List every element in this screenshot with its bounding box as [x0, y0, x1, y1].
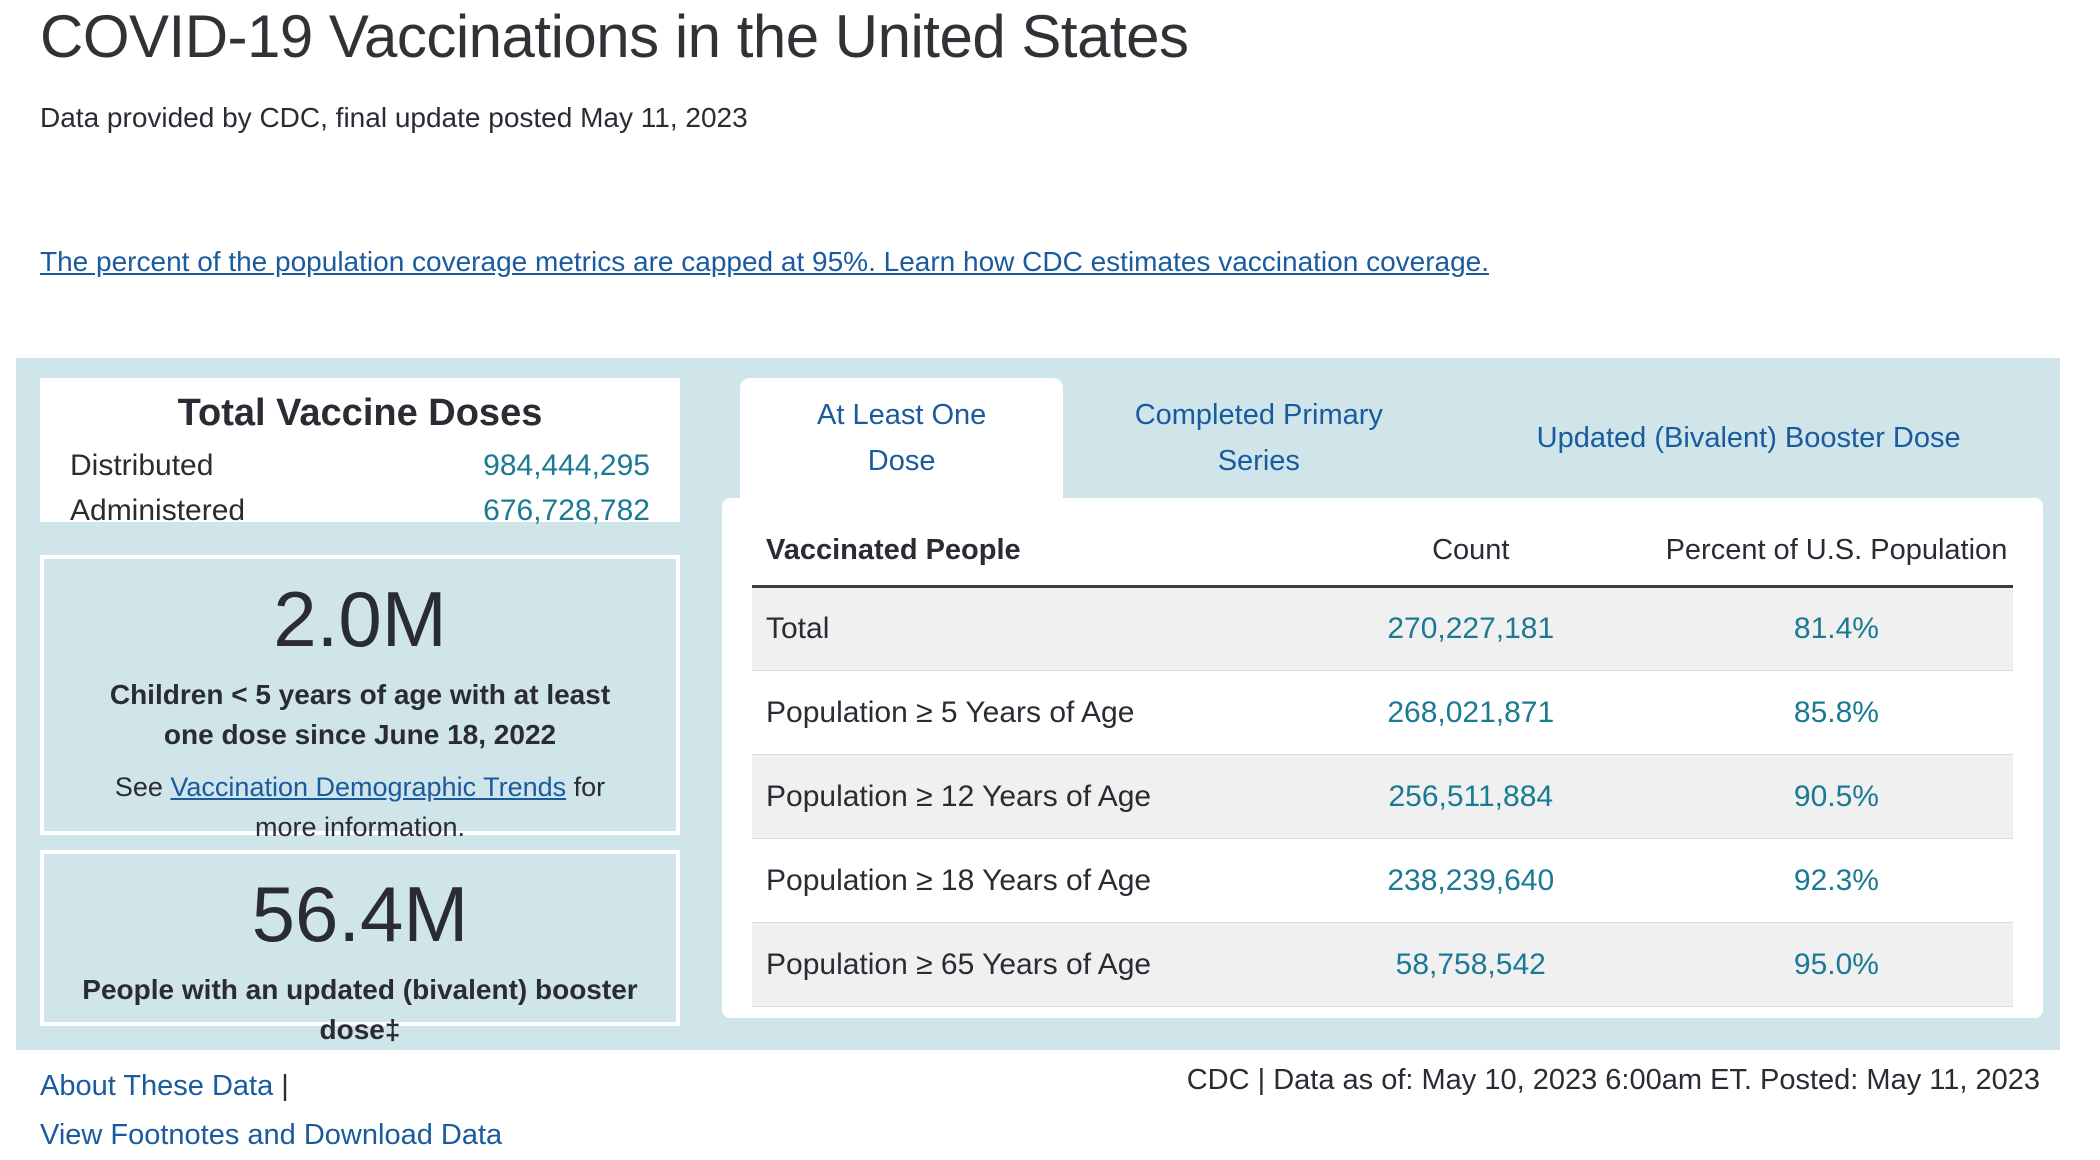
tab-completed-primary-series[interactable]: Completed Primary Series: [1134, 399, 1383, 477]
total-vaccine-doses-card: Total Vaccine Doses Distributed 984,444,…: [40, 378, 680, 527]
bivalent-booster-description: People with an updated (bivalent) booste…: [82, 974, 638, 1045]
coverage-cap-link[interactable]: The percent of the population coverage m…: [40, 246, 1490, 277]
children-doses-note: See Vaccination Demographic Trends for m…: [82, 767, 638, 847]
demographic-trends-link[interactable]: Vaccination Demographic Trends: [170, 772, 567, 802]
distributed-value: 984,444,295: [483, 449, 650, 482]
total-vaccine-doses-title: Total Vaccine Doses: [177, 392, 543, 434]
summary-left-column: Total Vaccine Doses Distributed 984,444,…: [40, 378, 680, 1050]
children-doses-stat-box: 2.0M Children < 5 years of age with at l…: [40, 555, 680, 842]
vaccinated-people-table: Vaccinated People Count Percent of U.S. …: [752, 522, 2013, 1007]
bivalent-booster-stat-box: 56.4M People with an updated (bivalent) …: [40, 850, 680, 1045]
table-row-5plus: Population ≥ 5 Years of Age 268,021,871 …: [752, 670, 2013, 755]
note-prefix: See: [114, 772, 171, 802]
table-row-18plus: Population ≥ 18 Years of Age 238,239,640…: [752, 838, 2013, 923]
data-provided-subtitle: Data provided by CDC, final update poste…: [40, 102, 748, 133]
dose-status-tabs: At Least One Dose Completed Primary Seri…: [722, 378, 2043, 498]
column-header-percent: Percent of U.S. Population: [1659, 522, 2013, 588]
page-title: COVID-19 Vaccinations in the United Stat…: [40, 3, 1189, 70]
table-header-row: Vaccinated People Count Percent of U.S. …: [752, 522, 2013, 588]
tab-at-least-one-dose[interactable]: At Least One Dose: [740, 378, 1064, 498]
column-header-vaccinated-people: Vaccinated People: [752, 522, 1282, 588]
footer-source-note: CDC | Data as of: May 10, 2023 6:00am ET…: [1186, 1064, 2040, 1096]
table-row-12plus: Population ≥ 12 Years of Age 256,511,884…: [752, 754, 2013, 839]
footer: About These Data | View Footnotes and Do…: [40, 1062, 2040, 1160]
column-header-count: Count: [1281, 522, 1660, 588]
bivalent-booster-value: 56.4M: [251, 870, 469, 958]
footer-links: About These Data | View Footnotes and Do…: [40, 1062, 502, 1160]
administered-value: 676,728,782: [483, 494, 650, 527]
tab-updated-bivalent-booster-dose[interactable]: Updated (Bivalent) Booster Dose: [1536, 422, 1961, 454]
vaccinated-people-table-card: Vaccinated People Count Percent of U.S. …: [722, 498, 2043, 1018]
children-doses-description: Children < 5 years of age with at least …: [109, 679, 611, 750]
view-footnotes-download-link[interactable]: View Footnotes and Download Data: [40, 1119, 503, 1151]
distributed-row: Distributed 984,444,295: [70, 443, 650, 488]
about-these-data-link[interactable]: About These Data: [40, 1070, 274, 1102]
distributed-label: Distributed: [70, 449, 214, 482]
vaccination-summary-panel: Total Vaccine Doses Distributed 984,444,…: [16, 358, 2060, 1050]
table-row-total: Total 270,227,181 81.4%: [752, 586, 2013, 671]
table-row-65plus: Population ≥ 65 Years of Age 58,758,542 …: [752, 922, 2013, 1007]
note-suffix: for more information.: [254, 772, 606, 842]
administered-row: Administered 676,728,782: [70, 488, 650, 533]
footer-separator: |: [281, 1070, 289, 1102]
children-doses-value: 2.0M: [273, 575, 447, 663]
summary-right-column: At Least One Dose Completed Primary Seri…: [722, 378, 2043, 1050]
administered-label: Administered: [70, 494, 246, 527]
